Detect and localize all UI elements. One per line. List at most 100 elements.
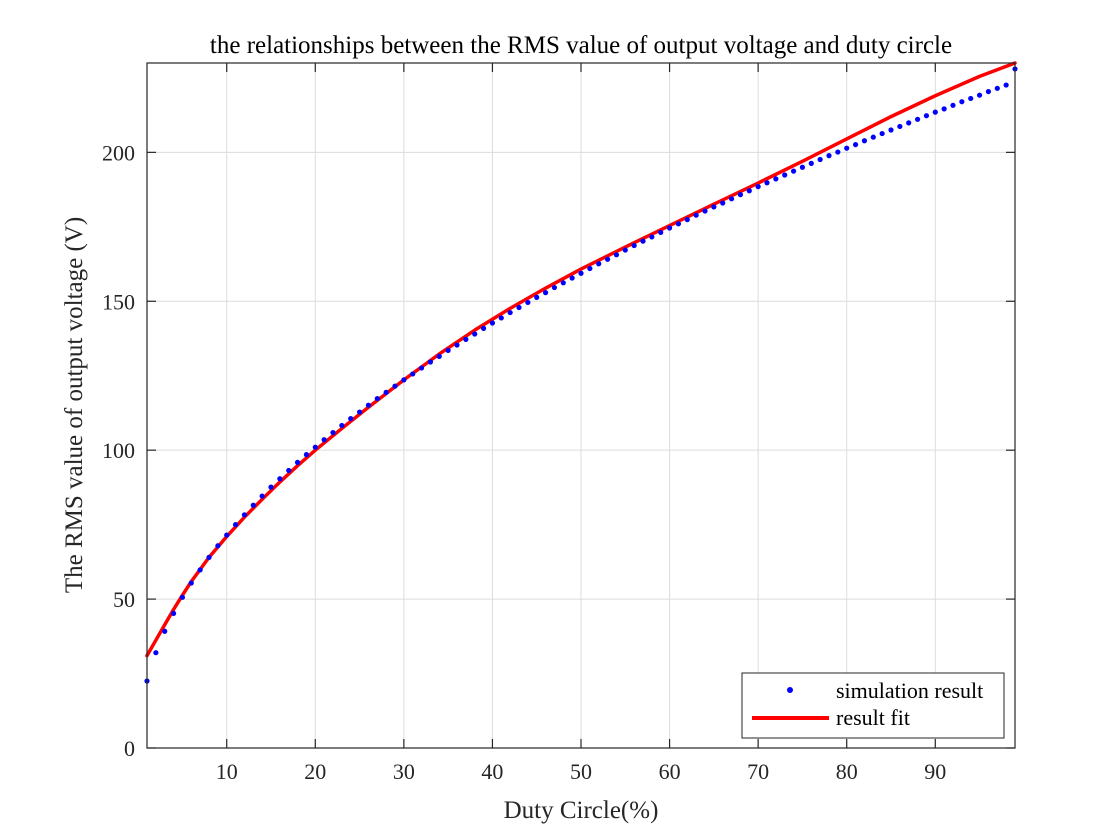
data-point-simulation <box>498 315 504 321</box>
ticks-x: 10 20 30 40 50 60 70 80 90 <box>216 63 946 784</box>
data-point-simulation <box>232 522 239 528</box>
data-point-simulation <box>436 353 442 359</box>
data-point-simulation <box>427 359 434 365</box>
x-tick-label: 90 <box>924 759 946 784</box>
data-point-simulation <box>179 594 186 600</box>
data-point-simulation <box>720 200 726 206</box>
data-point-simulation <box>684 217 690 223</box>
legend-label-fit: result fit <box>836 705 910 730</box>
data-point-simulation <box>463 336 469 342</box>
data-point-simulation <box>941 106 947 112</box>
data-point-simulation <box>914 116 921 122</box>
data-point-simulation <box>817 156 823 163</box>
data-point-simulation <box>542 290 549 296</box>
data-point-simulation <box>162 628 168 634</box>
data-point-simulation <box>852 142 859 148</box>
x-tick-label: 70 <box>747 759 769 784</box>
data-point-simulation <box>587 265 593 272</box>
data-point-simulation <box>649 234 655 240</box>
data-point-simulation <box>197 567 203 573</box>
data-point-simulation <box>994 85 1000 91</box>
data-point-simulation <box>728 196 735 202</box>
legend-box <box>741 672 1005 739</box>
data-point-simulation <box>835 149 841 155</box>
y-tick-label: 150 <box>102 289 135 314</box>
data-point-simulation <box>215 543 221 549</box>
y-tick-label: 50 <box>113 587 135 612</box>
data-point-simulation <box>755 184 761 190</box>
data-point-simulation <box>321 437 327 443</box>
data-point-simulation <box>622 247 628 253</box>
data-point-simulation <box>330 430 336 436</box>
x-tick-label: 40 <box>481 759 503 784</box>
data-point-simulation <box>844 145 850 151</box>
x-tick-label: 80 <box>836 759 858 784</box>
data-point-simulation <box>472 331 478 337</box>
data-point-simulation <box>339 422 345 429</box>
data-point-simulation <box>224 532 230 538</box>
data-point-simulation <box>1003 82 1009 88</box>
data-point-simulation <box>365 402 372 408</box>
data-point-simulation <box>286 467 292 474</box>
data-point-simulation <box>294 459 301 465</box>
y-tick-label: 100 <box>102 438 135 463</box>
data-point-simulation <box>711 204 717 210</box>
series-layer <box>144 61 1018 684</box>
grid-x <box>226 63 936 748</box>
x-axis-title: Duty Circle(%) <box>504 797 659 824</box>
data-point-simulation <box>631 242 637 249</box>
legend: simulation result result fit <box>741 672 1005 739</box>
data-point-simulation <box>879 130 885 137</box>
data-point-simulation <box>932 109 938 115</box>
data-point-simulation <box>782 172 788 178</box>
y-axis-title: The RMS value of output voltage (V) <box>61 217 88 593</box>
data-point-simulation <box>348 416 354 422</box>
data-point-simulation <box>675 221 682 227</box>
data-point-simulation <box>516 304 522 311</box>
data-point-simulation <box>897 123 903 130</box>
x-tick-label: 60 <box>659 759 681 784</box>
data-point-simulation <box>968 95 974 102</box>
x-tick-label: 50 <box>570 759 592 784</box>
data-point-simulation <box>534 294 540 300</box>
chart-title: the relationships between the RMS value … <box>210 32 952 59</box>
data-point-simulation <box>250 502 256 508</box>
legend-marker-simulation <box>787 687 793 693</box>
data-point-simulation <box>374 396 380 402</box>
data-point-simulation <box>410 371 416 377</box>
x-tick-label: 30 <box>393 759 415 784</box>
data-point-simulation <box>268 484 274 490</box>
data-point-simulation <box>578 270 584 276</box>
data-point-simulation <box>445 347 451 353</box>
data-point-simulation <box>923 113 930 119</box>
data-point-simulation <box>737 192 744 198</box>
data-point-simulation <box>764 180 770 186</box>
data-point-simulation <box>525 299 531 306</box>
data-point-simulation <box>658 229 664 236</box>
data-point-simulation <box>702 208 708 214</box>
data-point-simulation <box>640 238 646 244</box>
data-point-simulation <box>985 88 992 95</box>
data-point-simulation <box>790 168 797 174</box>
data-point-simulation <box>418 365 425 371</box>
x-tick-label: 20 <box>304 759 326 784</box>
data-point-simulation <box>153 650 159 656</box>
data-point-simulation <box>312 444 318 450</box>
data-point-simulation <box>188 580 194 586</box>
data-point-simulation <box>826 153 832 159</box>
data-point-simulation <box>773 176 779 182</box>
y-tick-label: 200 <box>102 140 135 165</box>
data-point-simulation <box>596 261 602 267</box>
x-tick-label: 10 <box>216 759 238 784</box>
data-point-simulation <box>551 284 558 291</box>
y-tick-label: 0 <box>124 736 135 761</box>
data-point-simulation <box>480 325 487 331</box>
data-point-simulation <box>569 275 575 281</box>
data-point-simulation <box>259 493 265 499</box>
data-point-simulation <box>241 512 248 518</box>
data-point-simulation <box>693 212 699 218</box>
data-point-simulation <box>888 127 894 133</box>
ticks-y: 0 50 100 150 200 <box>102 140 1015 761</box>
